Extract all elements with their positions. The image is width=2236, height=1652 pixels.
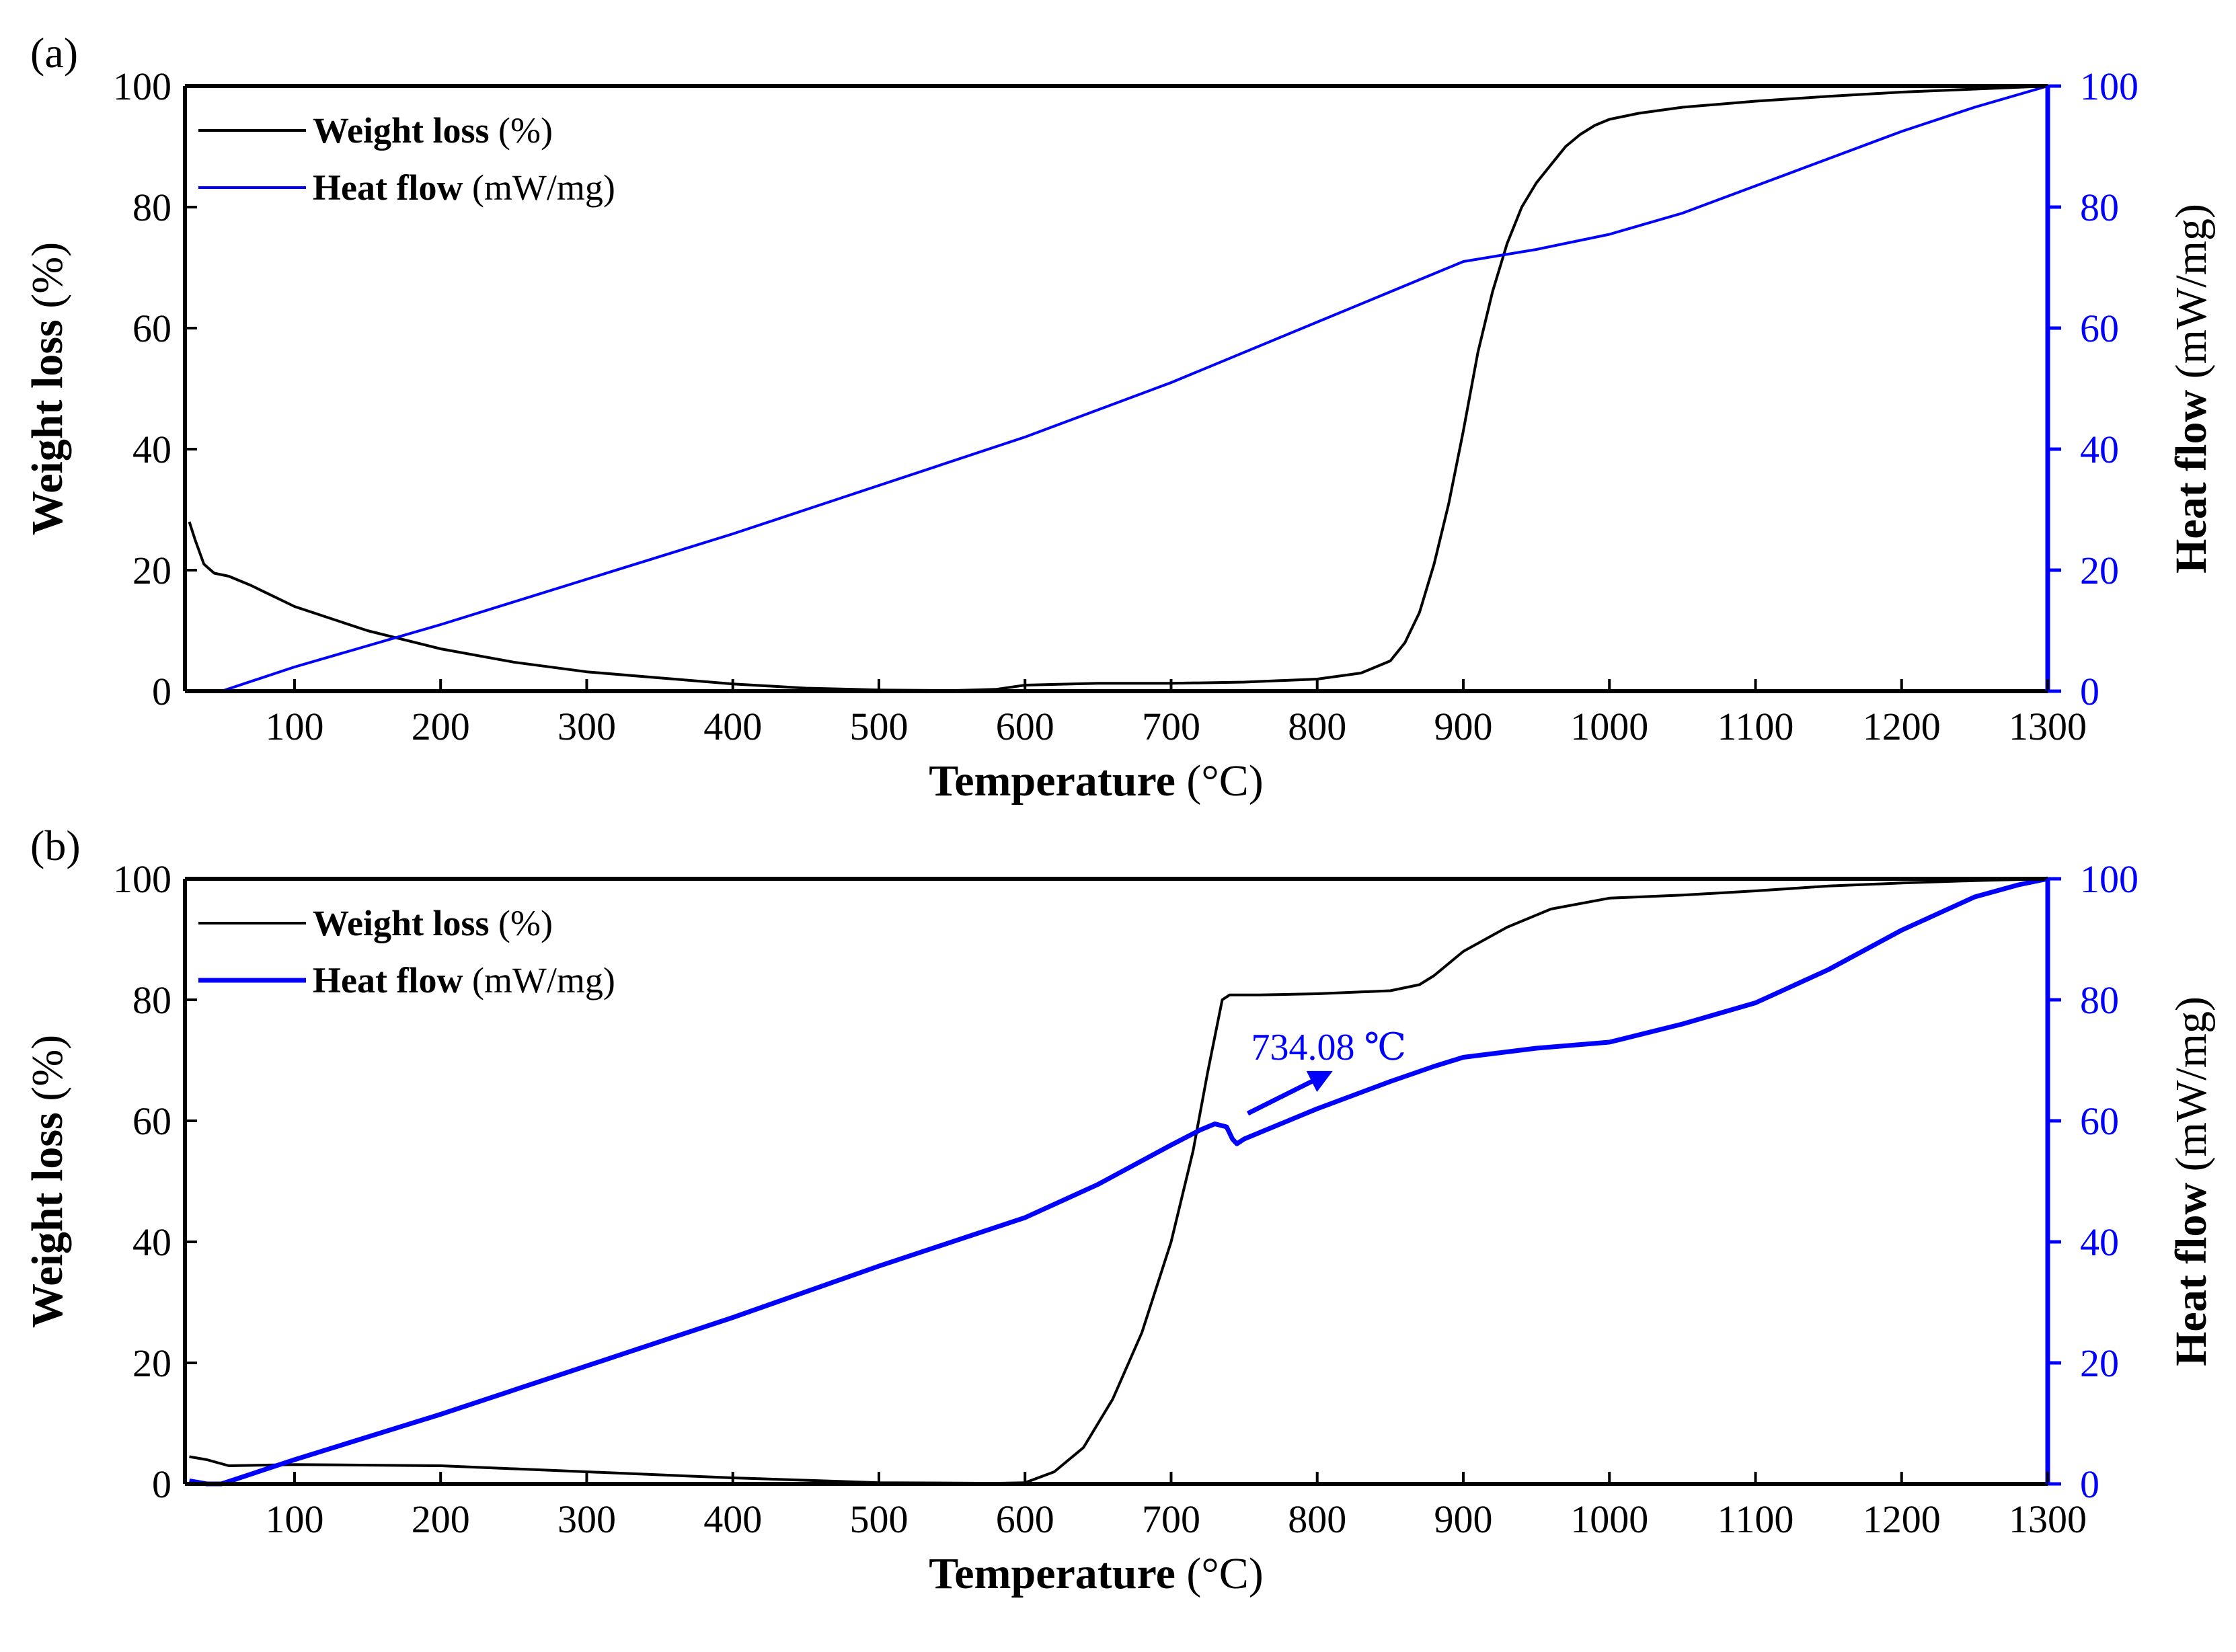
panel-b: 100 200 300 400 500 600 700 800 900 1000 1100 1200 1…: [23, 822, 2216, 1598]
right-y-tick-label: 60: [2080, 307, 2119, 350]
series-line-weight-loss: [188, 85, 2048, 693]
x-tick-label: 500: [849, 1497, 908, 1541]
right-y-tick-label: 60: [2080, 1099, 2119, 1143]
legend-unit: (%): [498, 903, 553, 943]
left-y-tick-label: 0: [152, 1462, 171, 1506]
panel-label: (b): [30, 822, 81, 869]
annotation-label: 734.08 ℃: [1251, 1027, 1407, 1068]
x-tick-label: 200: [412, 1497, 470, 1541]
x-tick-label: 900: [1434, 1497, 1492, 1541]
legend-entry: Heat flow (mW/mg): [313, 167, 615, 208]
left-y-tick-label: 40: [132, 428, 171, 471]
right-y-tick-label: 20: [2080, 1341, 2119, 1385]
x-tick-label: 600: [996, 1497, 1054, 1541]
right-y-tick-label: 0: [2080, 670, 2099, 713]
x-tick-label: 400: [703, 705, 762, 748]
x-axis-title-unit: (°C): [1186, 1549, 1263, 1598]
x-tick-label: 700: [1142, 705, 1200, 748]
left-y-tick-label: 20: [132, 1341, 171, 1385]
right-y-tick-label: 40: [2080, 428, 2119, 471]
x-tick-label: 1200: [1863, 705, 1941, 748]
x-tick-label: 800: [1288, 1497, 1346, 1541]
legend-entry: Heat flow (mW/mg): [313, 960, 615, 1000]
legend-entry: Weight loss (%): [313, 903, 553, 943]
legend-label: Heat flow: [313, 167, 472, 208]
legend-label: Weight loss: [313, 903, 498, 943]
x-tick-label: 100: [265, 1497, 323, 1541]
legend-unit: (mW/mg): [472, 960, 615, 1000]
right-y-tick-label: 80: [2080, 186, 2119, 229]
x-tick-label: 1000: [1570, 1497, 1648, 1541]
x-tick-label: 200: [412, 705, 470, 748]
left-y-tick-label: 60: [132, 1099, 171, 1143]
right-y-axis-title-name: Heat flow: [2167, 1171, 2216, 1366]
left-y-axis-title-name: Weight loss: [23, 309, 72, 535]
panel-label: (a): [30, 29, 78, 77]
right-y-axis-title: Heat flow (mW/mg): [2167, 996, 2216, 1366]
x-axis-title: Temperature (°C): [929, 1549, 1263, 1598]
left-y-axis-title-unit: (%): [23, 242, 72, 309]
x-tick-label: 800: [1288, 705, 1346, 748]
left-y-tick-label: 20: [132, 549, 171, 592]
x-axis-title-name: Temperature: [929, 756, 1186, 805]
left-y-tick-label: 0: [152, 670, 171, 713]
x-tick-label: 600: [996, 705, 1054, 748]
left-y-axis-title-name: Weight loss: [23, 1101, 72, 1328]
x-tick-label: 300: [557, 1497, 616, 1541]
annotation-arrow: [1246, 1070, 1333, 1116]
left-y-axis-title: Weight loss (%): [23, 242, 72, 535]
x-tick-label: 100: [265, 705, 323, 748]
right-y-tick-label: 80: [2080, 978, 2119, 1022]
right-y-axis-title: Heat flow (mW/mg): [2167, 204, 2216, 574]
left-y-axis-title-unit: (%): [23, 1035, 72, 1101]
series-line-weight-loss: [189, 877, 2048, 1485]
right-y-axis-title-name: Heat flow: [2167, 379, 2216, 574]
x-tick-label: 1300: [2009, 1497, 2087, 1541]
right-y-tick-label: 20: [2080, 549, 2119, 592]
x-tick-label: 500: [849, 705, 908, 748]
x-tick-label: 1300: [2009, 705, 2087, 748]
x-tick-label: 400: [703, 1497, 762, 1541]
x-axis-title-unit: (°C): [1186, 756, 1263, 805]
x-axis-title: Temperature (°C): [929, 756, 1263, 805]
legend-label: Heat flow: [313, 960, 472, 1000]
x-tick-label: 700: [1142, 1497, 1200, 1541]
right-y-tick-label: 100: [2080, 65, 2138, 108]
right-y-tick-label: 40: [2080, 1220, 2119, 1264]
panel-a: 100 200 300 400 500 600 700 800 900 1000 1100 1200 1…: [23, 29, 2216, 805]
legend-unit: (%): [498, 110, 553, 151]
x-tick-label: 1000: [1570, 705, 1648, 748]
series-line-heat-flow: [189, 85, 2048, 693]
x-tick-label: 900: [1434, 705, 1492, 748]
right-y-tick-label: 0: [2080, 1462, 2099, 1506]
right-y-axis-title-unit: (mW/mg): [2167, 204, 2216, 379]
left-y-tick-label: 60: [132, 307, 171, 350]
left-y-tick-label: 40: [132, 1220, 171, 1264]
left-y-tick-label: 100: [113, 857, 171, 901]
series-line-heat-flow: [188, 876, 2048, 1487]
right-y-axis-title-unit: (mW/mg): [2167, 996, 2216, 1171]
x-tick-label: 300: [557, 705, 616, 748]
x-tick-label: 1200: [1863, 1497, 1941, 1541]
legend-label: Weight loss: [313, 110, 498, 151]
legend-entry: Weight loss (%): [313, 110, 553, 151]
x-tick-label: 1100: [1718, 705, 1794, 748]
left-y-axis-title: Weight loss (%): [23, 1035, 72, 1328]
legend-unit: (mW/mg): [472, 167, 615, 208]
x-tick-label: 1100: [1718, 1497, 1794, 1541]
x-axis-title-name: Temperature: [929, 1549, 1186, 1598]
left-y-tick-label: 80: [132, 978, 171, 1022]
left-y-tick-label: 80: [132, 186, 171, 229]
left-y-tick-label: 100: [113, 65, 171, 108]
right-y-tick-label: 100: [2080, 857, 2138, 901]
